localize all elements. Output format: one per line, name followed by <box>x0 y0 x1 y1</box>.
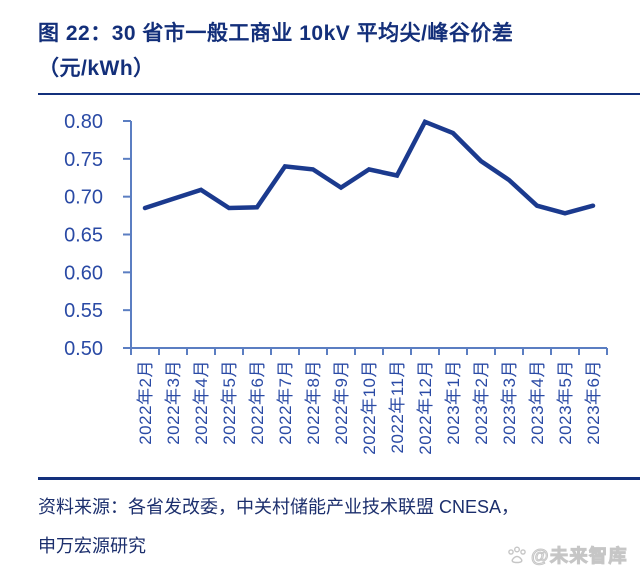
source-note: 资料来源：各省发改委，中关村储能产业技术联盟 CNESA， 申万宏源研究 <box>38 488 618 566</box>
y-tick-label: 0.70 <box>64 187 103 209</box>
source-note-line1: 资料来源：各省发改委，中关村储能产业技术联盟 CNESA， <box>38 497 520 517</box>
x-tick-label: 2023年5月 <box>556 360 575 445</box>
y-tick-label: 0.80 <box>64 111 103 133</box>
figure-title: 图 22：30 省市一般工商业 10kV 平均尖/峰谷价差 （元/kWh） <box>38 16 618 86</box>
source-note-line2: 申万宏源研究 <box>38 536 146 556</box>
y-tick-label: 0.50 <box>64 338 103 360</box>
x-tick-label: 2022年4月 <box>192 360 211 445</box>
x-tick-label: 2023年4月 <box>528 360 547 445</box>
x-tick-label: 2022年8月 <box>304 360 323 445</box>
x-tick-label: 2022年9月 <box>332 360 351 445</box>
x-tick-label: 2022年2月 <box>136 360 155 445</box>
x-tick-label: 2023年1月 <box>444 360 463 445</box>
figure-title-line1: 图 22：30 省市一般工商业 10kV 平均尖/峰谷价差 <box>38 22 514 45</box>
x-tick-label: 2022年5月 <box>220 360 239 445</box>
figure-title-line2: （元/kWh） <box>38 57 155 80</box>
price-spread-line <box>142 118 596 216</box>
y-tick-label: 0.65 <box>64 225 103 247</box>
x-tick-label: 2022年12月 <box>416 360 435 455</box>
x-tick-label: 2022年10月 <box>360 360 379 455</box>
x-tick-label: 2023年6月 <box>584 360 603 445</box>
y-tick-label: 0.55 <box>64 300 103 322</box>
x-tick-label: 2023年2月 <box>472 360 491 445</box>
x-tick-label: 2023年3月 <box>500 360 519 445</box>
x-tick-label: 2022年7月 <box>276 360 295 445</box>
line-chart: 0.80 0.75 0.70 0.65 0.60 0.55 0.50 2022年2月 2022年… <box>0 100 640 475</box>
y-tick-label: 0.60 <box>64 262 103 284</box>
y-tick-label: 0.75 <box>64 149 103 171</box>
watermark: @未来智库 <box>506 542 628 568</box>
x-tick-label: 2022年3月 <box>164 360 183 445</box>
chart-canvas: 0.80 0.75 0.70 0.65 0.60 0.55 0.50 2022年2月 2022年… <box>64 111 608 455</box>
x-tick-label: 2022年6月 <box>248 360 267 445</box>
watermark-text: @未来智库 <box>530 546 628 567</box>
source-divider <box>38 477 640 480</box>
title-divider <box>38 93 640 95</box>
paw-icon <box>508 546 526 564</box>
x-tick-label: 2022年11月 <box>388 360 407 453</box>
